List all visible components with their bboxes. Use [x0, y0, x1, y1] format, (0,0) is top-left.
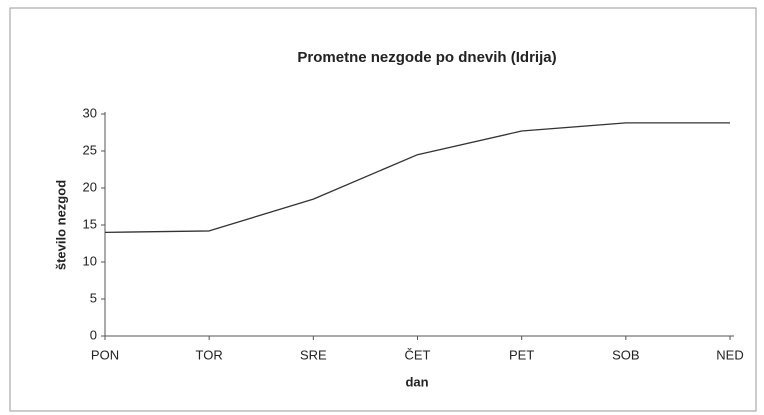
y-tick-label: 0 [90, 327, 97, 342]
x-tick-label: TOR [196, 347, 223, 362]
y-tick-label: 30 [83, 105, 97, 120]
y-axis-label: število nezgod [53, 180, 68, 270]
x-tick-label: SOB [612, 347, 639, 362]
x-tick-label: SRE [300, 347, 327, 362]
x-tick-label: ČET [405, 347, 431, 362]
y-tick-label: 5 [90, 290, 97, 305]
y-tick-label: 15 [83, 216, 97, 231]
y-tick-label: 20 [83, 179, 97, 194]
data-line [104, 122, 730, 234]
y-tick-label: 10 [83, 253, 97, 268]
chart-title: Prometne nezgode po dnevih (Idrija) [297, 49, 556, 66]
y-tick-label: 25 [83, 142, 97, 157]
x-tick-label: PET [509, 347, 534, 362]
x-tick-label: PON [91, 347, 119, 362]
chart-frame [9, 7, 757, 412]
x-axis-label: dan [405, 374, 428, 389]
x-tick-label: NED [716, 347, 743, 362]
